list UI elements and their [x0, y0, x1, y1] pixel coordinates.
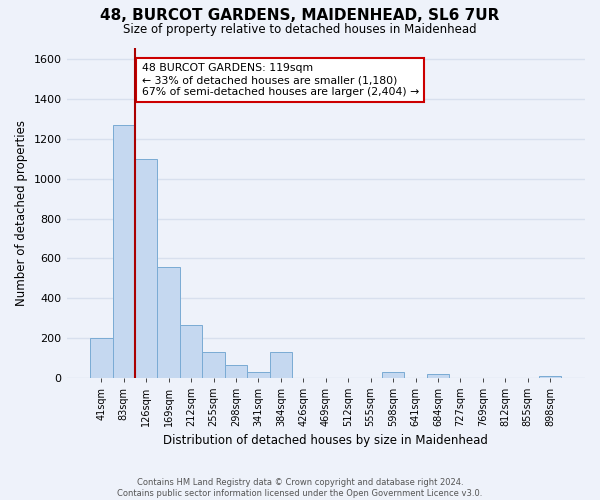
Bar [247, 372, 269, 378]
Bar [427, 374, 449, 378]
Text: 48 BURCOT GARDENS: 119sqm
← 33% of detached houses are smaller (1,180)
67% of se: 48 BURCOT GARDENS: 119sqm ← 33% of detac… [142, 64, 419, 96]
X-axis label: Distribution of detached houses by size in Maidenhead: Distribution of detached houses by size … [163, 434, 488, 448]
Text: Size of property relative to detached houses in Maidenhead: Size of property relative to detached ho… [123, 22, 477, 36]
Text: Contains HM Land Registry data © Crown copyright and database right 2024.
Contai: Contains HM Land Registry data © Crown c… [118, 478, 482, 498]
Bar [202, 352, 225, 378]
Bar [180, 325, 202, 378]
Bar [269, 352, 292, 378]
Bar [225, 364, 247, 378]
Bar [90, 338, 113, 378]
Bar [382, 372, 404, 378]
Text: 48, BURCOT GARDENS, MAIDENHEAD, SL6 7UR: 48, BURCOT GARDENS, MAIDENHEAD, SL6 7UR [100, 8, 500, 22]
Bar [113, 125, 135, 378]
Bar [135, 159, 157, 378]
Y-axis label: Number of detached properties: Number of detached properties [15, 120, 28, 306]
Bar [539, 376, 562, 378]
Bar [157, 268, 180, 378]
